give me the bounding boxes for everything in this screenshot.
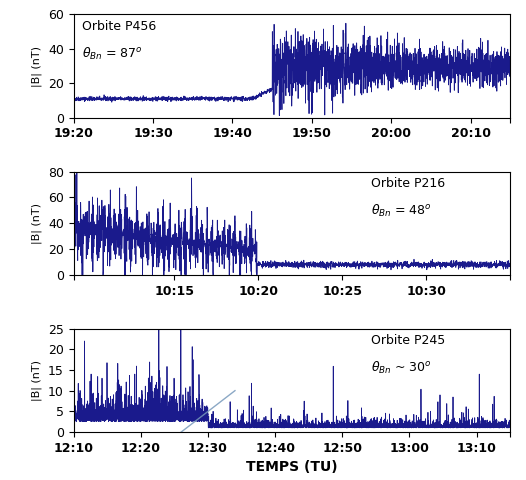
Text: $\theta_{Bn}$ = 48$^o$: $\theta_{Bn}$ = 48$^o$: [370, 203, 431, 218]
Y-axis label: |B| (nT): |B| (nT): [32, 203, 43, 244]
Text: Orbite P456: Orbite P456: [83, 20, 157, 33]
Y-axis label: |B| (nT): |B| (nT): [32, 360, 43, 401]
Y-axis label: |B| (nT): |B| (nT): [32, 46, 43, 86]
Text: Orbite P245: Orbite P245: [370, 334, 445, 347]
Text: $\theta_{Bn}$ ~ 30$^o$: $\theta_{Bn}$ ~ 30$^o$: [370, 360, 431, 376]
Text: Orbite P216: Orbite P216: [370, 177, 444, 190]
Text: $\theta_{Bn}$ = 87$^o$: $\theta_{Bn}$ = 87$^o$: [83, 46, 143, 61]
X-axis label: TEMPS (TU): TEMPS (TU): [246, 460, 338, 474]
